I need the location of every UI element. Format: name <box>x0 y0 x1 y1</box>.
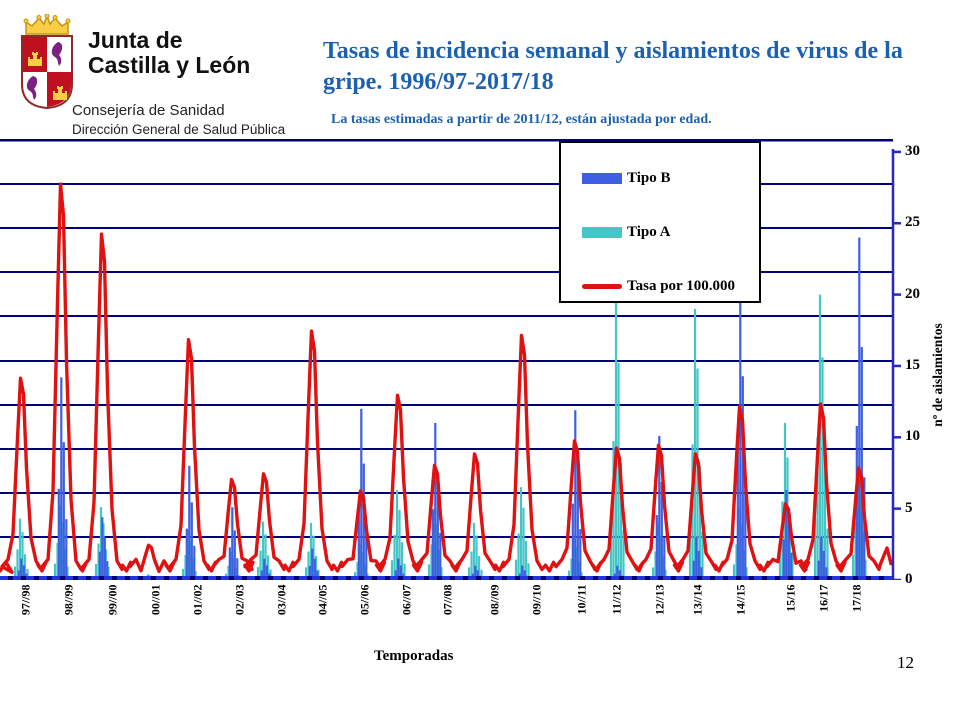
legend-swatch-tipo-b <box>582 172 622 184</box>
x-axis-tick-label: 14//15 <box>733 584 748 616</box>
y-axis-tick-label: 10 <box>905 428 920 445</box>
subdepartment-name: Dirección General de Salud Pública <box>72 122 286 137</box>
y-axis-tick-label: 25 <box>905 214 920 231</box>
legend-label: Tipo B <box>627 169 671 186</box>
slide-title: Tasas de incidencia semanal y aislamient… <box>323 38 903 95</box>
right-axis-title: nº de aislamientos <box>930 323 945 427</box>
x-axis-title: Temporadas <box>374 648 454 664</box>
x-axis-tick-label: 11//12 <box>609 584 624 615</box>
y-axis-tick-label: 20 <box>905 285 920 302</box>
x-axis-tick-label: 98//99 <box>61 584 76 616</box>
x-axis-tick-label: 01//02 <box>190 584 205 616</box>
x-axis-tick-label: 15/16 <box>783 584 798 612</box>
x-axis-tick-label: 16/17 <box>816 584 831 612</box>
legend-label: Tipo A <box>627 223 671 240</box>
x-axis-tick-label: 00//01 <box>148 584 163 616</box>
y-axis-tick-label: 0 <box>905 571 913 587</box>
x-axis-tick-label: 13//14 <box>690 584 705 616</box>
department-name: Consejería de Sanidad <box>72 102 225 119</box>
x-axis-tick-label: 06//07 <box>399 584 414 616</box>
legend-swatch-tasa-por-100-000 <box>582 283 622 289</box>
x-axis-tick-label: 09//10 <box>529 584 544 616</box>
y-axis-tick-label: 30 <box>905 142 920 159</box>
coat-of-arms-icon <box>21 14 73 110</box>
x-axis-tick-label: 99//00 <box>105 584 120 616</box>
x-axis-tick-label: 10//11 <box>574 584 589 615</box>
legend-item: Tasa por 100.000 <box>582 267 759 305</box>
x-axis-tick-label: 04//05 <box>315 584 330 616</box>
legend-label: Tasa por 100.000 <box>627 277 735 294</box>
x-axis-tick-label: 08//09 <box>487 584 502 616</box>
org-name-line1: Junta de <box>88 27 183 53</box>
x-axis-tick-label: 12//13 <box>652 584 667 616</box>
chart-plot <box>0 138 901 582</box>
legend-item: Tipo A <box>582 213 759 251</box>
slide-subtitle: La tasas estimadas a partir de 2011/12, … <box>331 112 712 127</box>
y-axis-tick-label: 15 <box>905 356 920 373</box>
x-axis-tick-label: 07//08 <box>440 584 455 616</box>
junta-logo: Junta de Castilla y León Consejería de S… <box>10 10 320 137</box>
x-axis-tick-label: 17/18 <box>849 584 864 612</box>
chart-legend: Tipo B Tipo A Tasa por 100.000 <box>559 141 761 303</box>
chart-area <box>0 138 960 582</box>
org-name-line2: Castilla y León <box>88 52 251 78</box>
y-axis-tick-label: 5 <box>905 499 913 516</box>
x-axis-tick-label: 03//04 <box>274 584 289 616</box>
x-axis-tick-label: 97//98 <box>18 584 33 616</box>
legend-swatch-tipo-a <box>582 226 622 238</box>
legend-item: Tipo B <box>582 159 759 197</box>
x-axis-tick-label: 02//03 <box>232 584 247 616</box>
org-name: Junta de Castilla y León <box>88 28 250 78</box>
x-axis-tick-label: 05//06 <box>357 584 372 616</box>
page-number: 12 <box>897 653 914 672</box>
